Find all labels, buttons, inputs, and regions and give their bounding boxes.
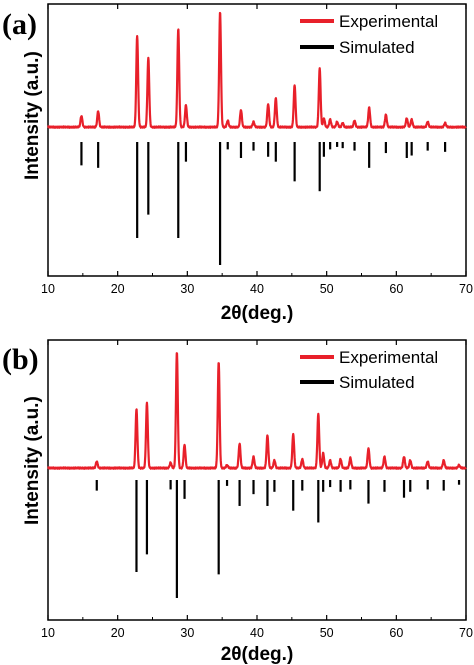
panel-label-b: (b) (2, 343, 39, 376)
legend-label-experimental-a: Experimental (339, 12, 438, 31)
legend-b: Experimental Simulated (300, 348, 438, 392)
x-tick-label: 10 (41, 282, 55, 296)
x-tick-label: 10 (41, 626, 55, 640)
plot-area-a (47, 11, 467, 265)
experimental-pattern-line (47, 11, 467, 129)
x-tick-label: 20 (111, 282, 125, 296)
x-tick-label: 70 (459, 282, 473, 296)
legend-a: Experimental Simulated (300, 12, 438, 57)
legend-label-simulated-b: Simulated (339, 373, 415, 392)
experimental-pattern-line (47, 352, 467, 470)
y-axis-label-a: Intensity (a.u.) (22, 51, 43, 180)
x-axis-ticks-b: 10 20 30 40 50 60 70 (41, 340, 473, 640)
x-tick-label: 30 (180, 282, 194, 296)
x-axis-ticks-a: 10 20 30 40 50 60 70 (41, 4, 473, 296)
x-tick-label: 50 (320, 282, 334, 296)
plot-area-b (47, 352, 467, 598)
x-tick-label: 70 (459, 626, 473, 640)
x-tick-label: 50 (320, 626, 334, 640)
x-axis-label-b: 2θ(deg.) (221, 644, 294, 665)
panel-b: 10 20 30 40 50 60 70 (b) Intensity (a.u.) 2θ(d… (2, 339, 473, 665)
y-axis-label-b: Intensity (a.u.) (22, 396, 43, 525)
x-tick-label: 60 (389, 282, 403, 296)
x-tick-label: 40 (250, 282, 264, 296)
x-tick-label: 40 (250, 626, 264, 640)
x-tick-label: 60 (389, 626, 403, 640)
panel-label-a: (a) (2, 8, 37, 41)
legend-label-simulated-a: Simulated (339, 38, 415, 57)
panel-a: 10 20 30 40 50 60 70 (a) Intensity (a.u.) 2θ(d… (2, 3, 473, 324)
x-tick-label: 30 (180, 626, 194, 640)
legend-label-experimental-b: Experimental (339, 348, 438, 367)
x-axis-label-a: 2θ(deg.) (221, 303, 294, 324)
x-tick-label: 20 (111, 626, 125, 640)
